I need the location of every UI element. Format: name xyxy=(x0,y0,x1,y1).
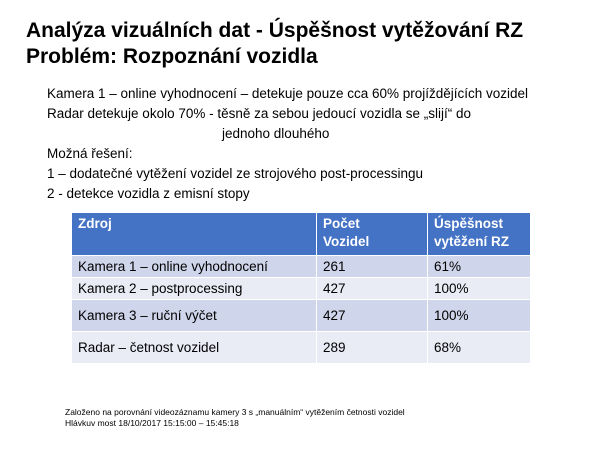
body-line-solutions-heading: Možná řešení: xyxy=(47,146,133,161)
footnote-line-1: Založeno na porovnání videozáznamu kamer… xyxy=(65,407,405,417)
body-text: Kamera 1 – online vyhodnocení – detekuje… xyxy=(47,84,592,204)
cell-source: Kamera 1 – online vyhodnocení xyxy=(72,255,317,278)
cell-count: 261 xyxy=(316,255,428,278)
table-row: Kamera 3 – ruční výčet 427 100% xyxy=(72,299,530,332)
cell-source: Kamera 2 – postprocessing xyxy=(72,277,317,300)
cell-count: 427 xyxy=(316,299,428,332)
body-line-radar-cont: jednoho dlouhého xyxy=(222,126,330,141)
title-line-2: Problém: Rozpoznání vozidla xyxy=(26,45,318,68)
table-row: Kamera 1 – online vyhodnocení 261 61% xyxy=(72,255,530,278)
body-line-solution-1: 1 – dodatečné vytěžení vozidel ze strojo… xyxy=(47,166,423,181)
cell-success: 68% xyxy=(427,331,530,363)
body-line-solution-2: 2 - detekce vozidla z emisní stopy xyxy=(47,186,250,201)
cell-count: 427 xyxy=(316,277,428,300)
header-success-rate: Úspěšnost vytěžení RZ xyxy=(427,213,530,256)
cell-success: 61% xyxy=(427,255,530,278)
title-line-1: Analýza vizuálních dat - Úspěšnost vytěž… xyxy=(26,19,524,42)
body-line-radar: Radar detekuje okolo 70% - těsně za sebo… xyxy=(47,106,471,121)
results-table: Zdroj Počet Vozidel Úspěšnost vytěžení RZ … xyxy=(72,213,530,363)
cell-count: 289 xyxy=(316,331,428,363)
slide-title: Analýza vizuálních dat - Úspěšnost vytěž… xyxy=(26,18,523,70)
table-header-row: Zdroj Počet Vozidel Úspěšnost vytěžení RZ xyxy=(72,213,530,256)
table-row: Kamera 2 – postprocessing 427 100% xyxy=(72,277,530,300)
table-row: Radar – četnost vozidel 289 68% xyxy=(72,331,530,363)
body-line-camera1: Kamera 1 – online vyhodnocení – detekuje… xyxy=(47,86,529,101)
cell-success: 100% xyxy=(427,299,530,332)
footnote-line-2: Hlávkuv most 18/10/2017 15:15:00 – 15:45… xyxy=(65,418,239,428)
footnote: Založeno na porovnání videozáznamu kamer… xyxy=(65,407,405,429)
header-source: Zdroj xyxy=(72,213,317,256)
cell-source: Kamera 3 – ruční výčet xyxy=(72,299,317,332)
cell-success: 100% xyxy=(427,277,530,300)
cell-source: Radar – četnost vozidel xyxy=(72,331,317,363)
header-vehicle-count: Počet Vozidel xyxy=(316,213,428,256)
